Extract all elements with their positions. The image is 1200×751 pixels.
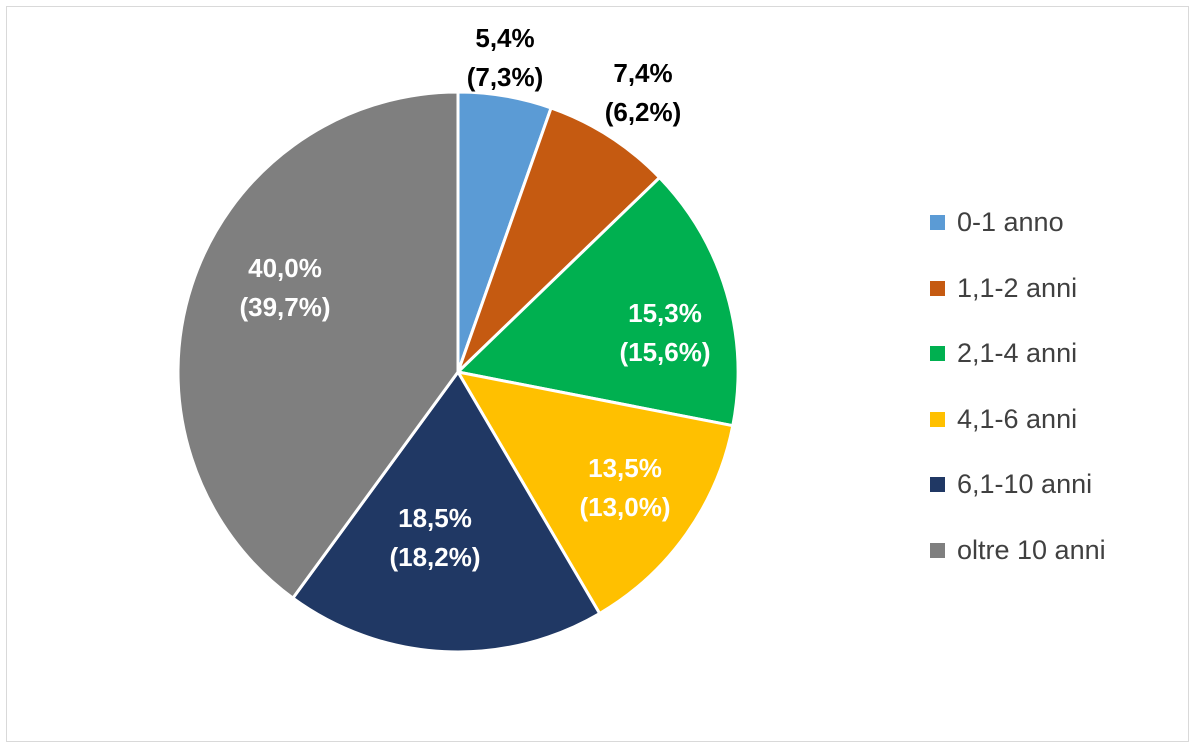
data-label: 5,4% bbox=[475, 23, 534, 53]
data-label-secondary: (6,2%) bbox=[605, 97, 682, 127]
legend-swatch bbox=[930, 477, 945, 493]
pie-slice-3 bbox=[455, 369, 735, 616]
data-label: 7,4% bbox=[613, 58, 672, 88]
data-label-secondary: (13,0%) bbox=[579, 492, 670, 522]
data-label: 18,5% bbox=[398, 503, 472, 533]
legend-item: oltre 10 anni bbox=[930, 518, 1106, 584]
legend-label: 1,1-2 anni bbox=[957, 272, 1078, 303]
data-label: 15,3% bbox=[628, 298, 702, 328]
legend-label: 6,1-10 anni bbox=[957, 469, 1093, 500]
pie-slice-2 bbox=[454, 175, 740, 428]
legend-item: 6,1-10 anni bbox=[930, 452, 1106, 518]
data-label-secondary: (39,7%) bbox=[239, 292, 330, 322]
legend-item: 4,1-6 anni bbox=[930, 387, 1106, 453]
legend-swatch bbox=[930, 542, 945, 558]
legend: 0-1 anno 1,1-2 anni 2,1-4 anni 4,1-6 anni 6,… bbox=[930, 190, 1106, 583]
legend-item: 2,1-4 anni bbox=[930, 321, 1106, 387]
pie-slice-4 bbox=[290, 369, 602, 654]
legend-swatch bbox=[930, 215, 945, 231]
legend-label: 0-1 anno bbox=[957, 207, 1064, 238]
legend-swatch bbox=[930, 411, 945, 427]
data-label-secondary: (7,3%) bbox=[467, 62, 544, 92]
data-label: 13,5% bbox=[588, 453, 662, 483]
legend-item: 1,1-2 anni bbox=[930, 256, 1106, 322]
legend-label: 2,1-4 anni bbox=[957, 338, 1078, 369]
legend-label: oltre 10 anni bbox=[957, 534, 1106, 565]
data-label-secondary: (18,2%) bbox=[389, 542, 480, 572]
legend-swatch bbox=[930, 280, 945, 296]
legend-label: 4,1-6 anni bbox=[957, 403, 1078, 434]
legend-item: 0-1 anno bbox=[930, 190, 1106, 256]
pie-slice-1 bbox=[456, 106, 662, 374]
data-label: 40,0% bbox=[248, 253, 322, 283]
chart-frame bbox=[6, 6, 1189, 742]
legend-swatch bbox=[930, 346, 945, 362]
pie-slice-5 bbox=[176, 90, 460, 601]
data-label-secondary: (15,6%) bbox=[619, 337, 710, 367]
